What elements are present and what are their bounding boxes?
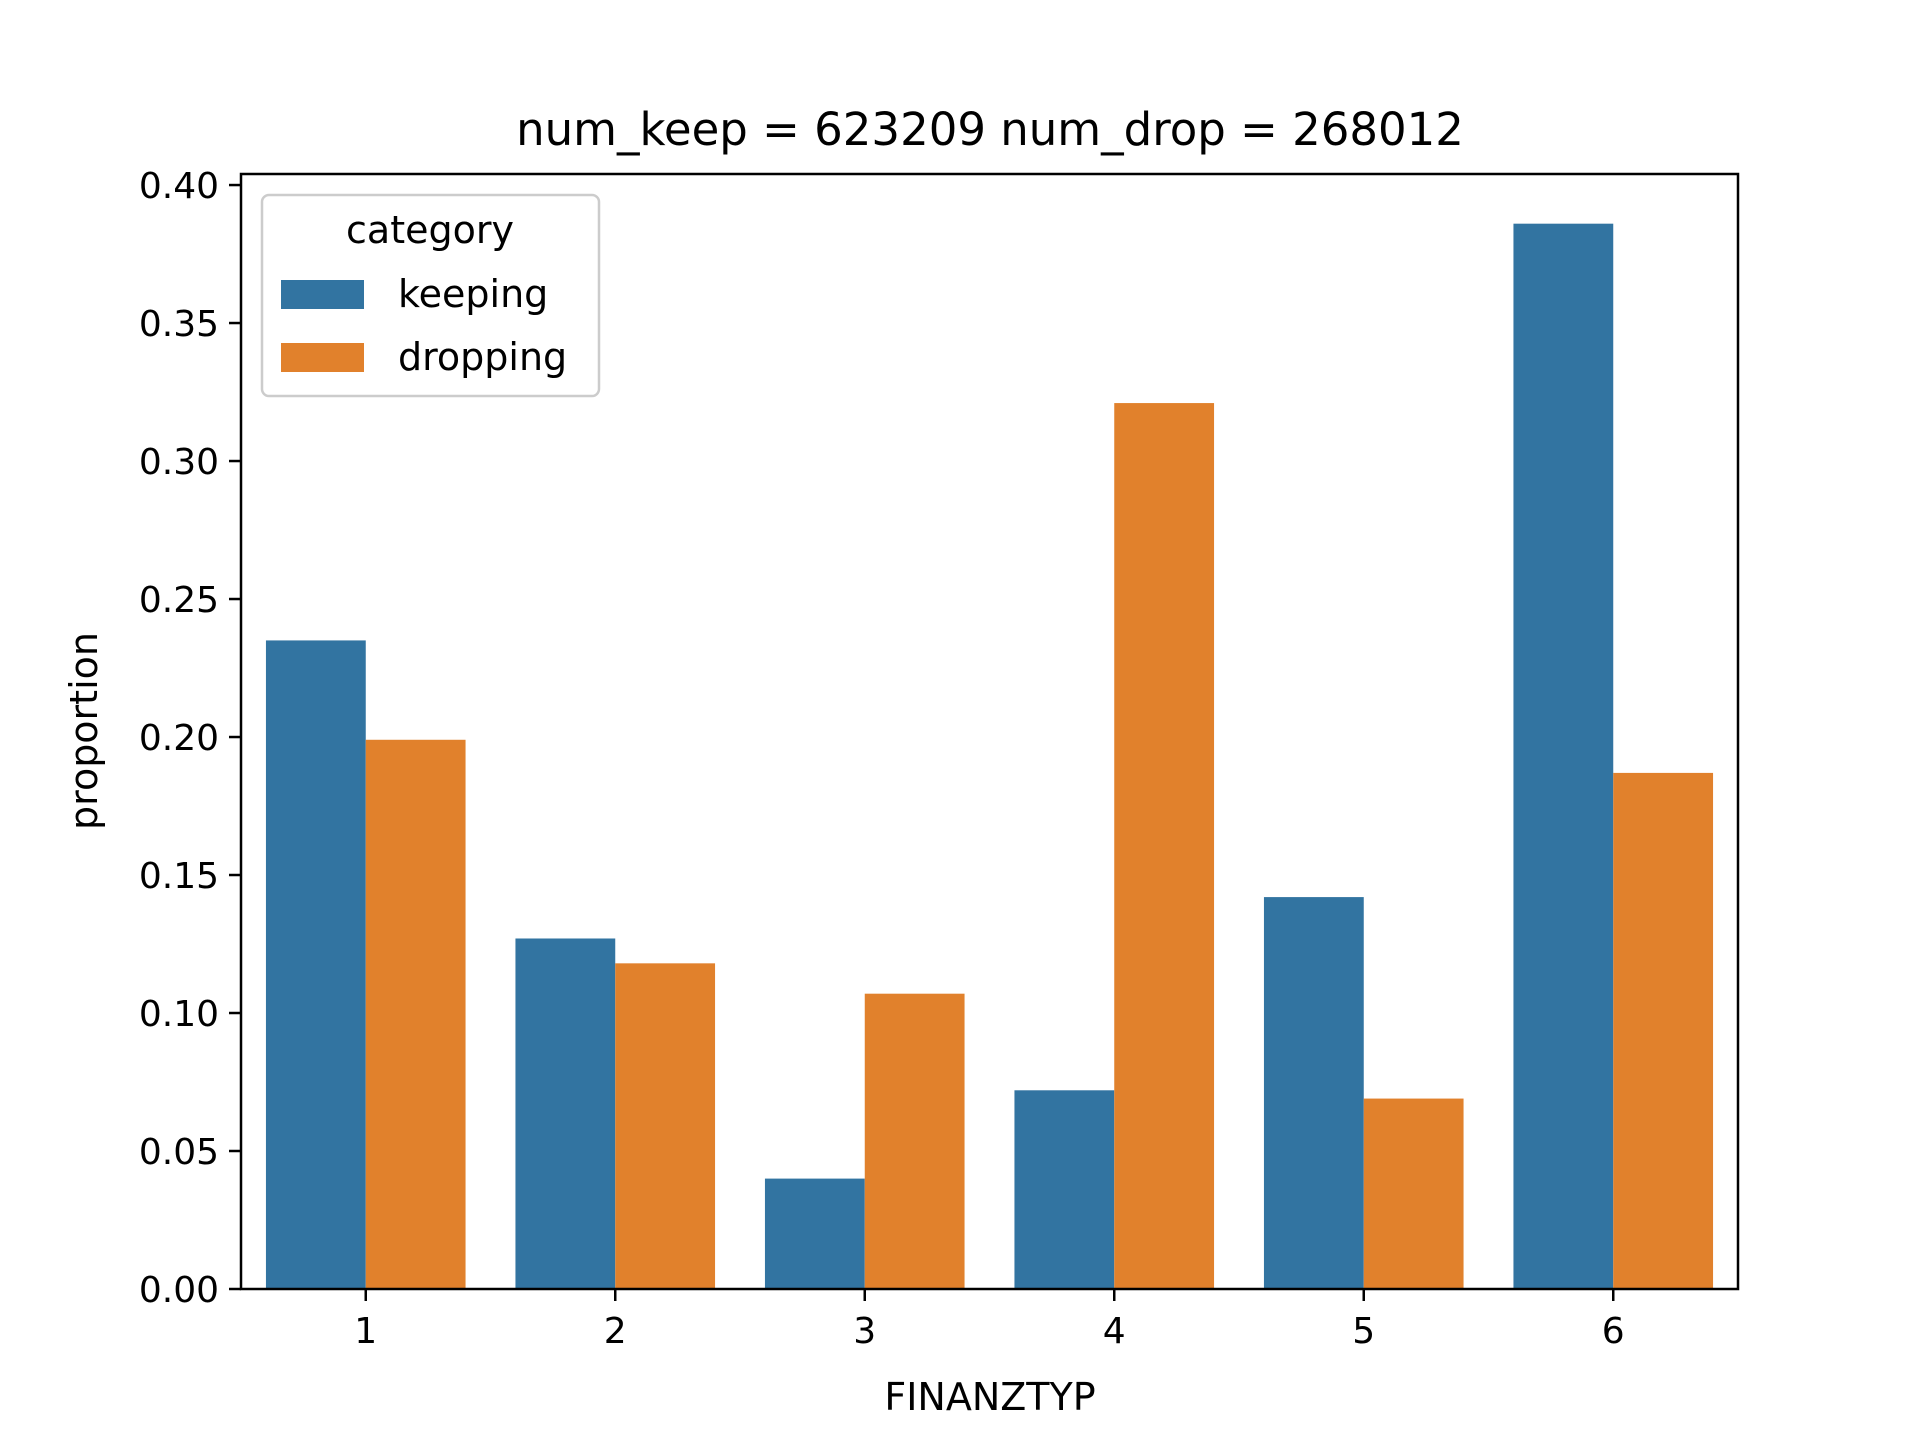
x-axis-label: FINANZTYP [884, 1375, 1095, 1419]
x-tick-label: 3 [853, 1311, 876, 1352]
x-tick-label: 6 [1602, 1311, 1625, 1352]
legend-label-dropping: dropping [398, 335, 567, 379]
bar-keeping-5 [1263, 897, 1364, 1289]
y-tick-label: 0.35 [139, 304, 219, 345]
y-axis-label: proportion [62, 632, 106, 830]
legend-title: category [346, 208, 514, 252]
legend-swatch-dropping [281, 343, 364, 372]
x-tick-label: 2 [604, 1311, 627, 1352]
bar-keeping-6 [1513, 223, 1614, 1290]
bar-dropping-4 [1114, 403, 1215, 1289]
bar-keeping-3 [764, 1178, 865, 1289]
bars-layer [265, 223, 1714, 1290]
legend: category keeping dropping [260, 193, 601, 398]
bar-keeping-2 [515, 938, 616, 1289]
x-tick-label: 4 [1103, 1311, 1126, 1352]
bar-dropping-1 [365, 739, 466, 1289]
y-tick-label: 0.05 [139, 1132, 219, 1173]
bar-dropping-6 [1613, 772, 1714, 1289]
x-axis: 1 2 3 4 5 6 [354, 1289, 1625, 1352]
legend-swatch-keeping [281, 280, 364, 309]
chart-title: num_keep = 623209 num_drop = 268012 [516, 103, 1464, 156]
y-tick-label: 0.40 [139, 166, 219, 207]
plot-frame [239, 172, 1740, 1291]
bar-keeping-4 [1014, 1090, 1115, 1289]
bar-dropping-5 [1363, 1098, 1464, 1289]
bar-keeping-1 [265, 640, 366, 1289]
legend-items: keeping dropping [281, 272, 567, 379]
x-tick-label: 5 [1352, 1311, 1375, 1352]
y-axis: 0.00 0.05 0.10 0.15 0.20 0.25 0.30 0.35 0.40 [139, 166, 241, 1311]
y-tick-label: 0.30 [139, 442, 219, 483]
y-tick-label: 0.10 [139, 994, 219, 1035]
legend-label-keeping: keeping [398, 272, 548, 316]
y-tick-label: 0.20 [139, 718, 219, 759]
bar-dropping-2 [615, 963, 716, 1289]
y-tick-label: 0.25 [139, 580, 219, 621]
bar-dropping-3 [864, 993, 965, 1289]
x-tick-label: 1 [354, 1311, 377, 1352]
y-tick-label: 0.00 [139, 1270, 219, 1311]
y-tick-label: 0.15 [139, 856, 219, 897]
